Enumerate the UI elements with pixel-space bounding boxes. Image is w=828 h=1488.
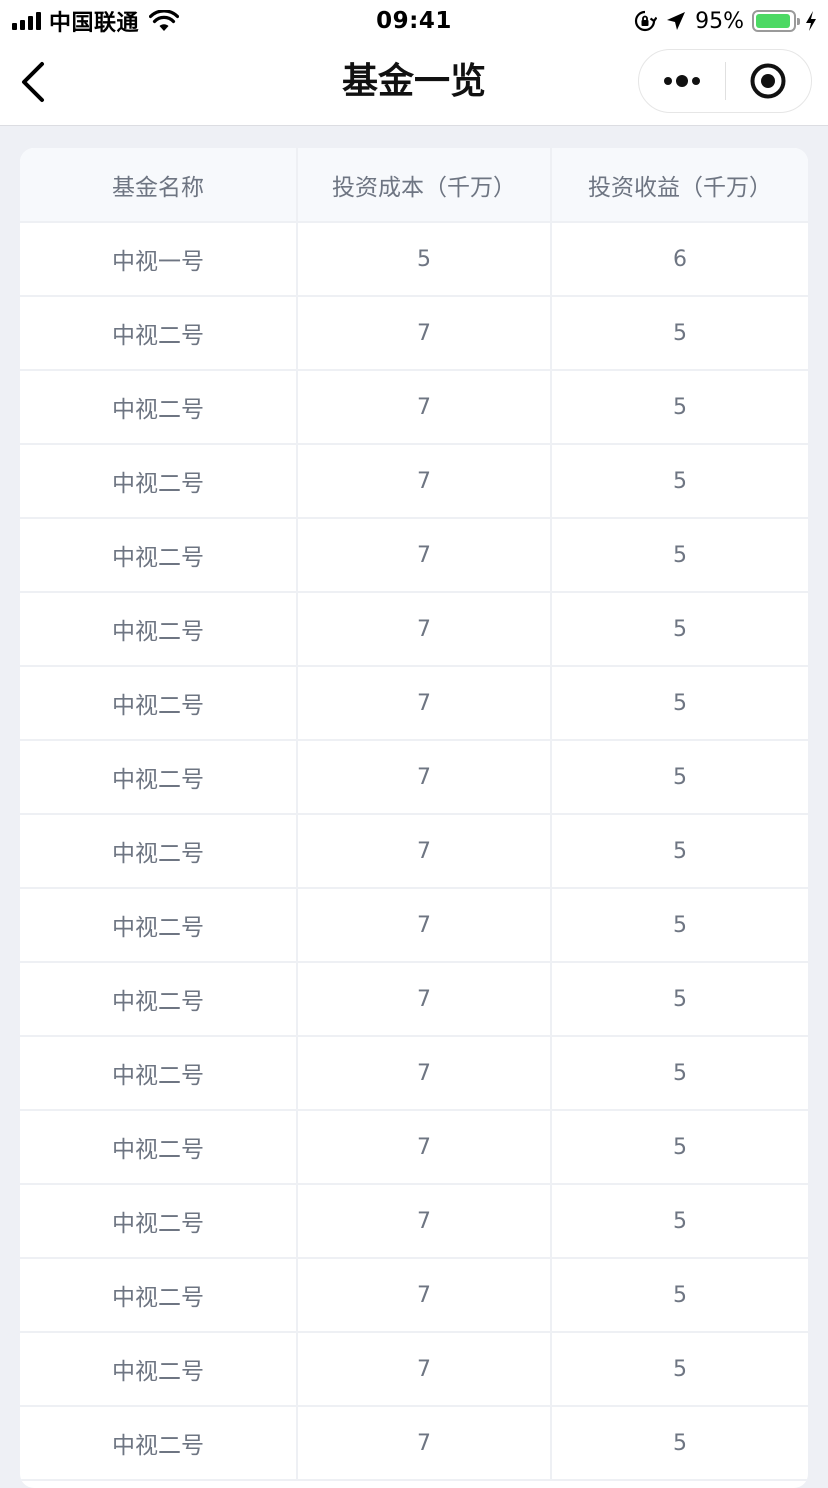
cell-investment-cost: 7 bbox=[297, 444, 552, 519]
close-button[interactable] bbox=[726, 50, 812, 112]
location-arrow-icon bbox=[667, 12, 686, 30]
table-row[interactable]: 中视二号 7 5 bbox=[20, 1184, 808, 1259]
cell-investment-cost: 7 bbox=[297, 518, 552, 593]
cell-investment-cost: 7 bbox=[297, 1036, 552, 1111]
cell-investment-cost: 7 bbox=[297, 962, 552, 1037]
cell-investment-return: 5 bbox=[551, 518, 808, 593]
cell-investment-return: 5 bbox=[551, 444, 808, 519]
cell-investment-cost: 7 bbox=[297, 1406, 552, 1481]
cell-fund-name: 中视二号 bbox=[20, 888, 298, 963]
cell-investment-return: 5 bbox=[551, 740, 808, 815]
table-row[interactable]: 中视二号 7 5 bbox=[20, 888, 808, 963]
table-row[interactable]: 中视二号 7 5 bbox=[20, 444, 808, 519]
page-title: 基金一览 bbox=[341, 61, 486, 102]
table-row[interactable]: 中视二号 7 5 bbox=[20, 1332, 808, 1407]
fund-table-card: 基金名称 投资成本（千万） 投资收益（千万） 中视一号 5 6 中视二号 7 5 中视二号 7… bbox=[20, 148, 808, 1488]
cell-investment-return: 5 bbox=[551, 1258, 808, 1333]
orientation-lock-icon bbox=[635, 10, 658, 32]
cell-investment-cost: 7 bbox=[297, 1332, 552, 1407]
cell-investment-return: 5 bbox=[551, 370, 808, 445]
cell-fund-name: 中视二号 bbox=[20, 1258, 298, 1333]
table-row[interactable]: 中视二号 7 5 bbox=[20, 592, 808, 667]
header-investment-return: 投资收益（千万） bbox=[551, 148, 808, 223]
table-header-row: 基金名称 投资成本（千万） 投资收益（千万） bbox=[20, 148, 808, 223]
cell-investment-cost: 7 bbox=[297, 888, 552, 963]
more-button[interactable] bbox=[639, 50, 725, 112]
cell-fund-name: 中视二号 bbox=[20, 962, 298, 1037]
cell-fund-name: 中视二号 bbox=[20, 444, 298, 519]
cell-investment-cost: 7 bbox=[297, 666, 552, 741]
table-row[interactable]: 中视二号 7 5 bbox=[20, 962, 808, 1037]
cell-fund-name: 中视二号 bbox=[20, 1036, 298, 1111]
cell-investment-return: 5 bbox=[551, 1184, 808, 1259]
cell-investment-cost: 7 bbox=[297, 740, 552, 815]
target-circle-icon[interactable] bbox=[749, 62, 787, 100]
cell-fund-name: 中视二号 bbox=[20, 814, 298, 889]
battery-level-fill bbox=[756, 14, 791, 28]
table-row[interactable]: 中视二号 7 5 bbox=[20, 814, 808, 889]
status-bar: 中国联通 09:41 95% bbox=[0, 0, 828, 42]
table-row[interactable]: 中视二号 7 5 bbox=[20, 296, 808, 371]
navigation-bar: 基金一览 bbox=[0, 42, 828, 126]
table-row[interactable]: 中视二号 7 5 bbox=[20, 370, 808, 445]
cell-fund-name: 中视二号 bbox=[20, 1332, 298, 1407]
cell-investment-cost: 5 bbox=[297, 222, 552, 297]
cell-investment-return: 5 bbox=[551, 296, 808, 371]
cell-investment-return: 5 bbox=[551, 1406, 808, 1481]
miniprogram-capsule bbox=[638, 49, 812, 113]
cell-fund-name: 中视二号 bbox=[20, 370, 298, 445]
battery-icon bbox=[752, 10, 800, 32]
table-row[interactable]: 中视二号 7 5 bbox=[20, 1110, 808, 1185]
back-button[interactable] bbox=[14, 60, 54, 104]
table-row[interactable]: 中视二号 7 5 bbox=[20, 666, 808, 741]
table-row[interactable]: 中视二号 7 5 bbox=[20, 740, 808, 815]
cell-investment-return: 5 bbox=[551, 962, 808, 1037]
table-row[interactable]: 中视二号 7 5 bbox=[20, 518, 808, 593]
charging-bolt-icon bbox=[806, 11, 816, 31]
cell-investment-return: 5 bbox=[551, 1036, 808, 1111]
cell-investment-return: 5 bbox=[551, 666, 808, 741]
cell-fund-name: 中视二号 bbox=[20, 740, 298, 815]
table-row[interactable]: 中视二号 7 5 bbox=[20, 1406, 808, 1481]
cell-investment-return: 5 bbox=[551, 1332, 808, 1407]
cell-investment-cost: 7 bbox=[297, 1110, 552, 1185]
cell-investment-cost: 7 bbox=[297, 296, 552, 371]
signal-icon bbox=[12, 12, 41, 30]
cell-investment-cost: 7 bbox=[297, 370, 552, 445]
cell-investment-return: 5 bbox=[551, 1110, 808, 1185]
capsule-divider bbox=[724, 62, 726, 100]
cell-fund-name: 中视二号 bbox=[20, 666, 298, 741]
table-row[interactable]: 中视二号 7 5 bbox=[20, 1258, 808, 1333]
status-time: 09:41 bbox=[376, 8, 452, 34]
cell-fund-name: 中视二号 bbox=[20, 592, 298, 667]
cell-fund-name: 中视二号 bbox=[20, 1110, 298, 1185]
carrier-name: 中国联通 bbox=[49, 11, 140, 36]
cell-investment-cost: 7 bbox=[297, 592, 552, 667]
cell-investment-return: 6 bbox=[551, 222, 808, 297]
cell-fund-name: 中视二号 bbox=[20, 518, 298, 593]
cell-fund-name: 中视二号 bbox=[20, 1406, 298, 1481]
wifi-icon bbox=[149, 10, 180, 31]
cell-investment-cost: 7 bbox=[297, 814, 552, 889]
cell-fund-name: 中视二号 bbox=[20, 1184, 298, 1259]
cell-investment-return: 5 bbox=[551, 814, 808, 889]
cell-investment-return: 5 bbox=[551, 592, 808, 667]
cell-investment-cost: 7 bbox=[297, 1258, 552, 1333]
battery-percent: 95% bbox=[695, 8, 744, 34]
header-fund-name: 基金名称 bbox=[20, 148, 298, 223]
cell-investment-return: 5 bbox=[551, 888, 808, 963]
chevron-left-icon[interactable] bbox=[14, 60, 54, 104]
table-body: 中视一号 5 6 中视二号 7 5 中视二号 7 5 中视二号 7 5 中视二号 7 5 中视二号 7 5 中视二号… bbox=[20, 222, 808, 1481]
header-investment-cost: 投资成本（千万） bbox=[297, 148, 552, 223]
table-row[interactable]: 中视一号 5 6 bbox=[20, 222, 808, 297]
fund-table: 基金名称 投资成本（千万） 投资收益（千万） 中视一号 5 6 中视二号 7 5 中视二号 7… bbox=[20, 148, 808, 1481]
cell-fund-name: 中视二号 bbox=[20, 296, 298, 371]
cell-fund-name: 中视一号 bbox=[20, 222, 298, 297]
cell-investment-cost: 7 bbox=[297, 1184, 552, 1259]
table-row[interactable]: 中视二号 7 5 bbox=[20, 1036, 808, 1111]
more-dots-icon[interactable] bbox=[662, 74, 702, 88]
